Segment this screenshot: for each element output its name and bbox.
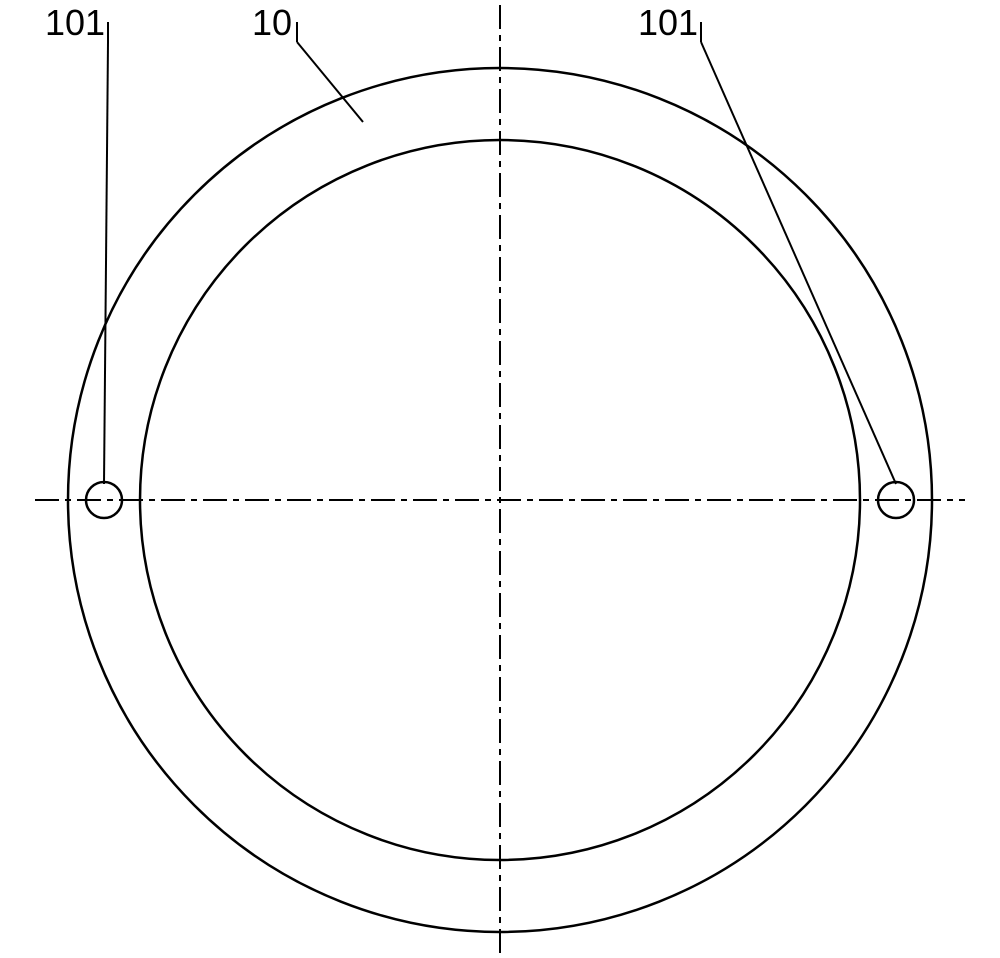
label-101-left-text: 101 [45,2,105,43]
annulus-diagram: 101 10 101 [0,0,1000,958]
label-101-right-leader [701,42,896,484]
label-101-right-text: 101 [638,2,698,43]
label-101-left-leader [104,42,108,484]
label-10-text: 10 [252,2,292,43]
label-10-leader [297,42,363,122]
diagram-svg: 101 10 101 [0,0,1000,958]
